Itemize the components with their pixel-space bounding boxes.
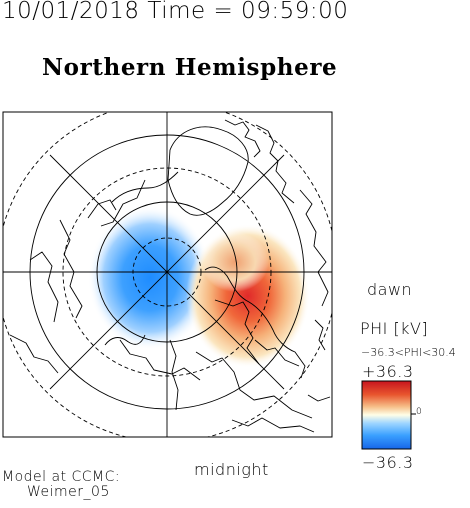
colorbar bbox=[361, 380, 412, 450]
midnight-label: midnight bbox=[194, 460, 269, 479]
meridian-line bbox=[49, 154, 285, 390]
hemisphere-title: Northern Hemisphere bbox=[42, 54, 338, 81]
negative-potential-cell bbox=[88, 206, 212, 350]
coastlines bbox=[9, 119, 331, 433]
map-frame bbox=[2, 111, 333, 438]
colorbar-max-label: +36.3 bbox=[362, 362, 414, 381]
colorbar-zero-label: 0 bbox=[416, 407, 423, 417]
dawn-label: dawn bbox=[367, 280, 413, 299]
model-credit-line2: Weimer_05 bbox=[27, 484, 110, 500]
colorbar-min-label: −36.3 bbox=[362, 453, 414, 472]
positive-potential-halo bbox=[201, 232, 269, 292]
colorbar-title: PHI [kV] bbox=[360, 319, 429, 338]
colorbar-range-text: −36.3<PHI<30.4 bbox=[361, 346, 456, 359]
datetime-title: 10/01/2018 Time = 09:59:00 bbox=[2, 0, 349, 24]
model-credit-line1: Model at CCMC: bbox=[2, 469, 121, 485]
